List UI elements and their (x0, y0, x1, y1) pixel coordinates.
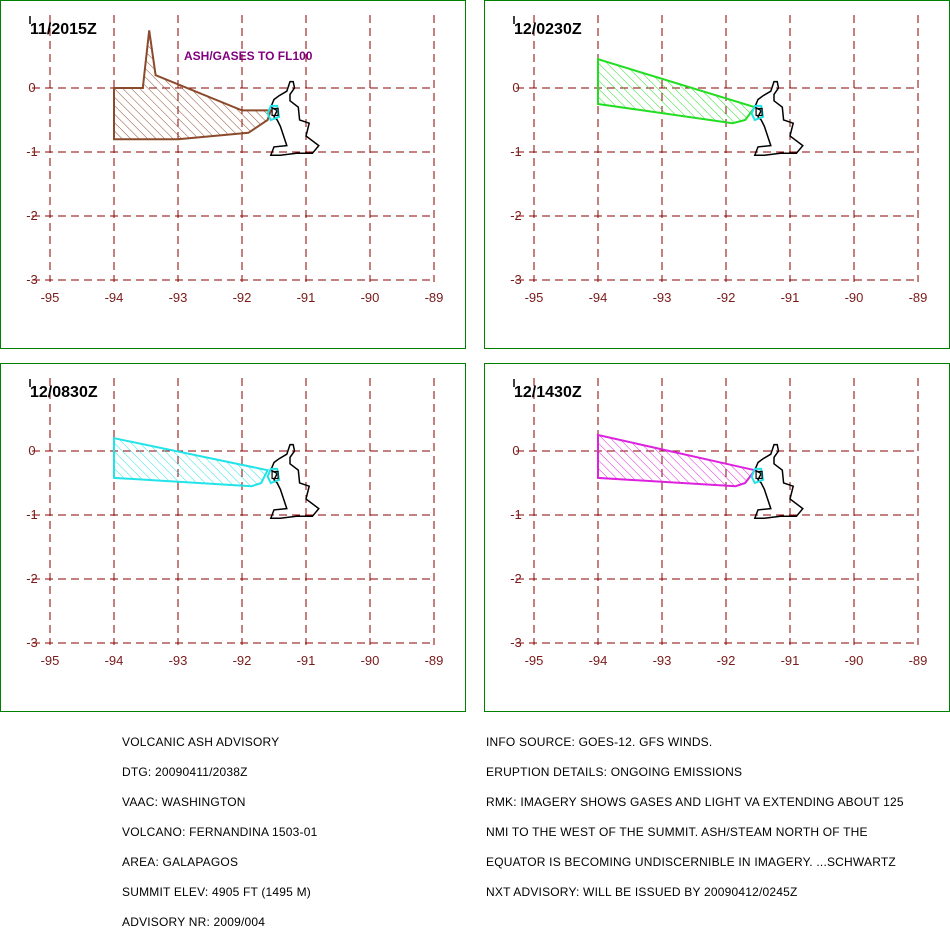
lat-tick-label: 0 (512, 443, 519, 458)
lon-tick-label: -95 (41, 290, 60, 305)
panel-frame (0, 363, 466, 712)
advisory-line: ERUPTION DETAILS: ONGOING EMISSIONS (486, 765, 743, 779)
ash-cloud-polygon (113, 30, 273, 141)
lon-tick-label: -92 (233, 653, 252, 668)
volcano-marker (755, 107, 763, 117)
advisory-line: SUMMIT ELEV: 4905 FT (1495 M) (122, 885, 311, 899)
lat-tick-label: -1 (510, 144, 522, 159)
vent-outline (266, 104, 281, 122)
advisory-line: NXT ADVISORY: WILL BE ISSUED BY 20090412… (486, 885, 798, 899)
lon-tick-label: -92 (233, 290, 252, 305)
lon-tick-label: -91 (781, 290, 800, 305)
lat-tick-label: 0 (28, 443, 35, 458)
lat-tick-label: -3 (26, 272, 38, 287)
lat-tick-label: -2 (510, 571, 522, 586)
lat-tick-label: -3 (26, 635, 38, 650)
time-label: 12/0230Z (514, 21, 582, 38)
panel-frame (484, 363, 950, 712)
lat-tick-label: -2 (26, 208, 38, 223)
advisory-line: VOLCANIC ASH ADVISORY (122, 735, 280, 749)
lon-tick-label: -93 (169, 290, 188, 305)
lon-tick-label: -89 (425, 290, 444, 305)
lon-tick-label: -94 (105, 653, 124, 668)
lon-tick-label: -93 (169, 653, 188, 668)
lon-tick-label: -90 (361, 653, 380, 668)
lon-tick-label: -90 (845, 653, 864, 668)
lon-tick-label: -90 (845, 290, 864, 305)
lon-tick-label: -95 (525, 290, 544, 305)
map-svg: -95 -94 -93 -92 -91 -90 -89 0 -1 -2 -3 12/0830Z (0, 363, 466, 712)
map-svg: -95 -94 -93 -92 -91 -90 -89 0 -1 -2 -3 11/2015Z ASH/… (0, 0, 466, 349)
lon-tick-label: -93 (653, 290, 672, 305)
island-outline (269, 443, 320, 519)
panel-frame (0, 0, 466, 349)
advisory-line: VAAC: WASHINGTON (122, 795, 246, 809)
vent-outline (750, 467, 765, 485)
advisory-line: VOLCANO: FERNANDINA 1503-01 (122, 825, 318, 839)
lon-tick-label: -94 (589, 653, 608, 668)
lat-tick-label: -1 (510, 507, 522, 522)
map-svg: -95 -94 -93 -92 -91 -90 -89 0 -1 -2 -3 12/0230Z (484, 0, 950, 349)
advisory-line: DTG: 20090411/2038Z (122, 765, 248, 779)
advisory-line: RMK: IMAGERY SHOWS GASES AND LIGHT VA EX… (486, 795, 904, 809)
volcano-marker (755, 470, 763, 480)
lat-tick-label: 0 (512, 80, 519, 95)
map-panel-1: -95 -94 -93 -92 -91 -90 -89 0 -1 -2 -3 11/2015Z ASH/… (0, 0, 466, 349)
map-panel-4: -95 -94 -93 -92 -91 -90 -89 0 -1 -2 -3 12/1430Z (484, 363, 950, 712)
lat-tick-label: -1 (26, 144, 38, 159)
lon-tick-label: -92 (717, 653, 736, 668)
map-panel-2: -95 -94 -93 -92 -91 -90 -89 0 -1 -2 -3 12/0230Z (484, 0, 950, 349)
island-outline (753, 443, 804, 519)
panel-frame (484, 0, 950, 349)
lon-tick-label: -90 (361, 290, 380, 305)
map-svg: -95 -94 -93 -92 -91 -90 -89 0 -1 -2 -3 12/1430Z (484, 363, 950, 712)
lon-tick-label: -91 (297, 290, 316, 305)
lon-tick-label: -89 (425, 653, 444, 668)
advisory-line: INFO SOURCE: GOES-12. GFS WINDS. (486, 735, 713, 749)
lon-tick-label: -94 (589, 290, 608, 305)
lon-tick-label: -94 (105, 290, 124, 305)
cloud-annotation: ASH/GASES TO FL100 (184, 49, 313, 63)
time-label: 11/2015Z (30, 21, 97, 38)
lat-tick-label: -3 (510, 635, 522, 650)
advisory-text-right: INFO SOURCE: GOES-12. GFS WINDS. ERUPTIO… (486, 717, 904, 907)
advisory-line: AREA: GALAPAGOS (122, 855, 239, 869)
time-label: 12/0830Z (30, 384, 98, 401)
map-panel-3: -95 -94 -93 -92 -91 -90 -89 0 -1 -2 -3 12/0830Z (0, 363, 466, 712)
lat-tick-label: -3 (510, 272, 522, 287)
ash-cloud-polygon (597, 57, 757, 125)
lon-tick-label: -95 (525, 653, 544, 668)
lon-tick-label: -91 (781, 653, 800, 668)
ash-cloud-polygon (113, 436, 270, 488)
vent-outline (750, 104, 765, 122)
advisory-line: EQUATOR IS BECOMING UNDISCERNIBLE IN IMA… (486, 855, 896, 869)
advisory-line: NMI TO THE WEST OF THE SUMMIT. ASH/STEAM… (486, 825, 868, 839)
lon-tick-label: -91 (297, 653, 316, 668)
lon-tick-label: -95 (41, 653, 60, 668)
lat-tick-label: -1 (26, 507, 38, 522)
volcano-marker (271, 107, 279, 117)
lon-tick-label: -89 (909, 653, 928, 668)
vent-outline (266, 467, 281, 485)
lon-tick-label: -92 (717, 290, 736, 305)
ash-cloud-polygon (597, 433, 757, 488)
lat-tick-label: -2 (26, 571, 38, 586)
lat-tick-label: -2 (510, 208, 522, 223)
lon-tick-label: -89 (909, 290, 928, 305)
advisory-line: ADVISORY NR: 2009/004 (122, 915, 266, 929)
lat-tick-label: 0 (28, 80, 35, 95)
island-outline (753, 80, 804, 156)
advisory-text-left: VOLCANIC ASH ADVISORY DTG: 20090411/2038… (122, 717, 317, 937)
time-label: 12/1430Z (514, 384, 582, 401)
island-outline (269, 80, 320, 156)
volcano-marker (271, 470, 279, 480)
lon-tick-label: -93 (653, 653, 672, 668)
